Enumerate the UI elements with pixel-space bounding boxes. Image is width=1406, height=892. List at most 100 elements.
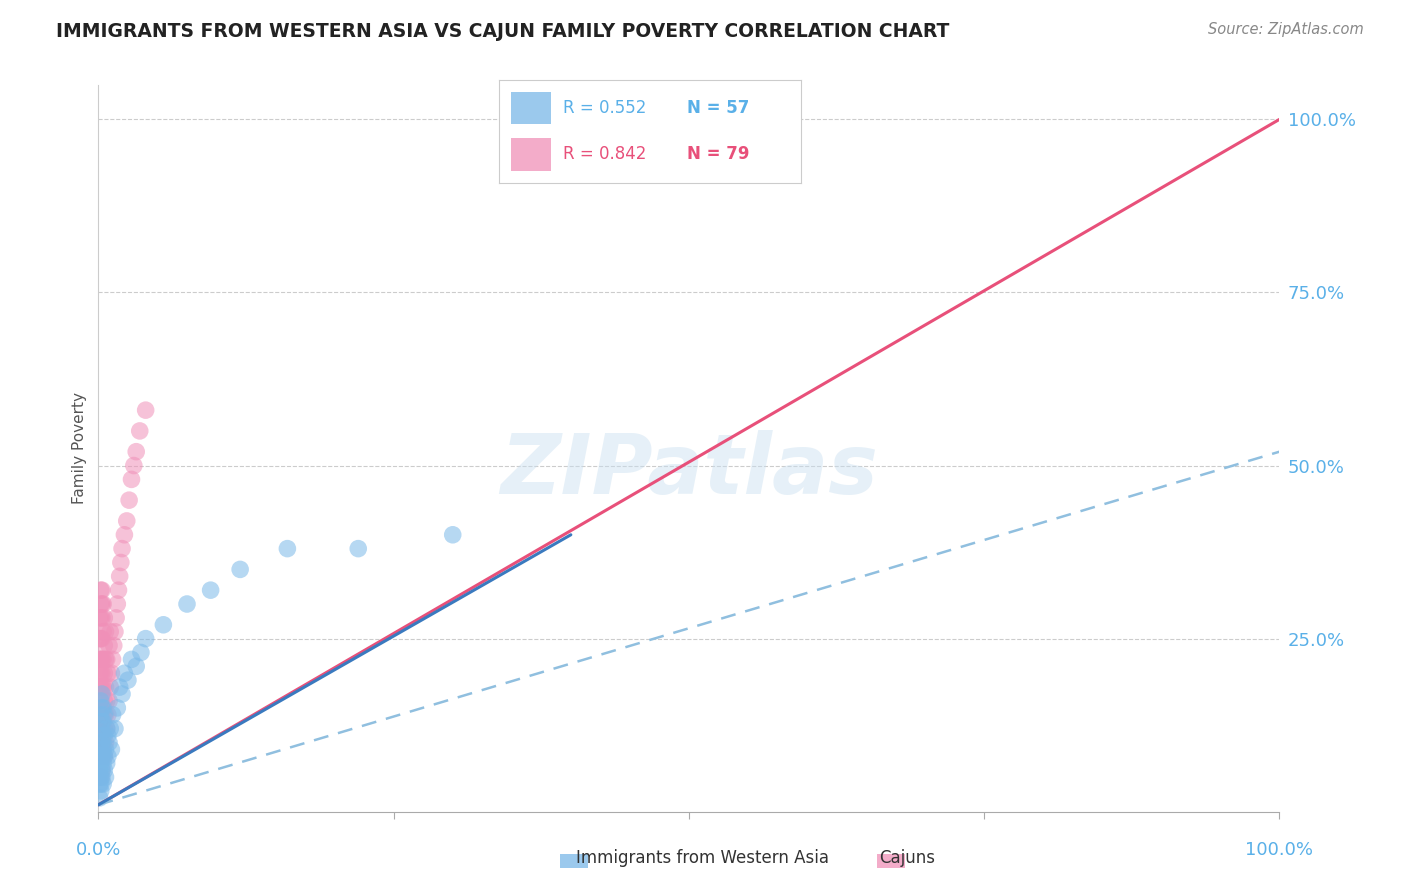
Text: R = 0.552: R = 0.552 (562, 99, 645, 117)
Point (94, 680, 117, 694)
Point (111, 541, 134, 556)
Point (91, 680, 114, 694)
Point (96, 722, 118, 736)
Point (111, 687, 134, 701)
Point (98, 722, 121, 736)
Point (94, 624, 117, 639)
Point (90, 652, 112, 666)
Point (90, 735, 112, 749)
Point (89, 666, 111, 681)
Point (91, 597, 114, 611)
Point (93, 749, 115, 764)
Point (91, 707, 114, 722)
Point (98, 735, 121, 749)
Point (96, 722, 118, 736)
Point (97, 707, 120, 722)
Point (135, 632, 157, 646)
Point (94, 652, 117, 666)
Point (108, 569, 131, 583)
Point (90, 742, 112, 756)
Point (121, 652, 143, 666)
Point (98, 694, 121, 708)
Point (91, 777, 114, 791)
Point (91, 701, 114, 715)
Point (89, 701, 111, 715)
Point (91, 735, 114, 749)
Point (91, 770, 114, 784)
Point (90, 666, 112, 681)
Point (107, 583, 129, 598)
Point (108, 680, 131, 694)
Point (91, 714, 114, 729)
Point (91, 763, 114, 777)
Point (94, 770, 117, 784)
Point (103, 639, 125, 653)
Point (90, 632, 112, 646)
Point (89, 680, 111, 694)
Point (112, 528, 135, 542)
Point (97, 749, 120, 764)
Point (91, 763, 114, 777)
Point (200, 583, 222, 598)
Point (101, 707, 124, 722)
Text: 0.0%: 0.0% (76, 841, 121, 859)
Point (117, 673, 139, 688)
Point (93, 666, 115, 681)
Point (98, 680, 121, 694)
Point (91, 652, 114, 666)
Point (89, 722, 111, 736)
Point (93, 729, 115, 743)
Point (276, 541, 298, 556)
Text: Cajuns: Cajuns (879, 849, 935, 867)
Point (105, 701, 128, 715)
Point (89, 770, 111, 784)
Point (93, 611, 115, 625)
Point (347, 541, 370, 556)
Point (97, 666, 120, 681)
Point (89, 763, 111, 777)
Point (91, 735, 114, 749)
Point (91, 749, 114, 764)
Point (90, 770, 112, 784)
Point (90, 611, 112, 625)
Point (89, 611, 111, 625)
Point (129, 645, 152, 659)
Point (90, 784, 112, 798)
Point (94, 707, 117, 722)
Point (122, 458, 145, 473)
Point (89, 749, 111, 764)
Point (98, 639, 121, 653)
Point (89, 749, 111, 764)
Point (93, 763, 115, 777)
Point (93, 639, 115, 653)
Point (91, 756, 114, 771)
Point (90, 707, 112, 722)
Point (90, 680, 112, 694)
Point (93, 707, 115, 722)
Point (90, 722, 112, 736)
Point (176, 597, 198, 611)
Point (152, 617, 174, 632)
Point (91, 680, 114, 694)
Point (90, 770, 112, 784)
Text: ZIPatlas: ZIPatlas (501, 430, 877, 510)
Point (89, 652, 111, 666)
Point (91, 624, 114, 639)
Point (91, 701, 114, 715)
Point (441, 528, 464, 542)
Point (112, 666, 135, 681)
Point (91, 742, 114, 756)
Text: 100.0%: 100.0% (1246, 841, 1313, 859)
Point (91, 632, 114, 646)
Point (105, 597, 128, 611)
Point (135, 403, 157, 417)
Point (121, 472, 143, 486)
Point (91, 652, 114, 666)
Point (91, 687, 114, 701)
Point (90, 694, 112, 708)
Point (89, 790, 111, 805)
Point (91, 597, 114, 611)
Point (89, 777, 111, 791)
Point (118, 493, 141, 508)
Point (96, 694, 118, 708)
